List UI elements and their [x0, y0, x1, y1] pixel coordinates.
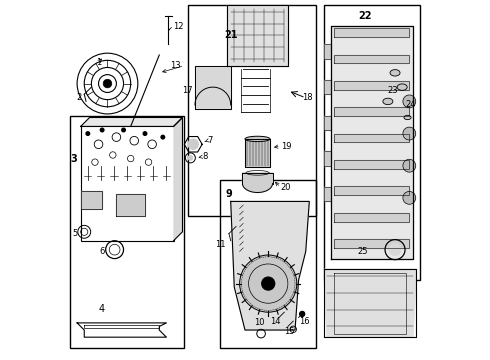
- Circle shape: [103, 79, 112, 88]
- Text: 2: 2: [76, 93, 81, 102]
- Text: 5: 5: [73, 229, 78, 238]
- Circle shape: [122, 128, 125, 132]
- Text: 11: 11: [215, 240, 225, 249]
- Circle shape: [188, 139, 199, 150]
- Circle shape: [188, 155, 193, 161]
- Polygon shape: [173, 117, 182, 241]
- Text: 4: 4: [99, 303, 105, 314]
- Text: 21: 21: [224, 30, 238, 40]
- Polygon shape: [231, 202, 309, 330]
- Polygon shape: [245, 139, 270, 167]
- Text: 22: 22: [358, 11, 371, 21]
- Text: 16: 16: [298, 316, 309, 325]
- Text: 15: 15: [284, 327, 295, 336]
- Polygon shape: [334, 186, 409, 195]
- Polygon shape: [334, 28, 409, 37]
- Circle shape: [259, 331, 264, 336]
- Circle shape: [403, 192, 416, 204]
- Bar: [220, 180, 317, 348]
- Polygon shape: [81, 117, 182, 126]
- Circle shape: [300, 311, 305, 316]
- Circle shape: [240, 255, 297, 312]
- Polygon shape: [323, 187, 331, 202]
- Text: 23: 23: [388, 86, 398, 95]
- Circle shape: [403, 159, 416, 172]
- Circle shape: [143, 132, 147, 135]
- Text: 18: 18: [302, 93, 313, 102]
- Bar: [70, 116, 184, 348]
- Polygon shape: [334, 213, 409, 221]
- Text: 19: 19: [281, 141, 291, 150]
- Circle shape: [403, 127, 416, 140]
- Text: 12: 12: [173, 22, 184, 31]
- Ellipse shape: [390, 69, 400, 76]
- Circle shape: [100, 128, 104, 132]
- Circle shape: [403, 95, 416, 108]
- Text: 8: 8: [202, 152, 207, 161]
- Circle shape: [389, 243, 401, 256]
- Text: 25: 25: [358, 247, 368, 256]
- Polygon shape: [334, 81, 409, 90]
- Text: 7: 7: [207, 136, 213, 145]
- Text: 17: 17: [183, 86, 193, 95]
- Polygon shape: [323, 152, 331, 166]
- Bar: [323, 5, 420, 280]
- Text: 9: 9: [225, 189, 232, 199]
- Ellipse shape: [404, 115, 411, 120]
- Text: 10: 10: [254, 318, 265, 327]
- Polygon shape: [323, 80, 331, 94]
- Text: 20: 20: [281, 183, 291, 192]
- Polygon shape: [195, 87, 231, 105]
- Circle shape: [86, 132, 90, 135]
- Polygon shape: [331, 26, 413, 258]
- Polygon shape: [227, 5, 288, 66]
- Polygon shape: [323, 44, 331, 59]
- Polygon shape: [323, 116, 331, 130]
- Ellipse shape: [383, 98, 393, 105]
- Circle shape: [161, 135, 165, 139]
- Polygon shape: [334, 54, 409, 63]
- Ellipse shape: [397, 84, 407, 90]
- Polygon shape: [334, 107, 409, 116]
- Text: 3: 3: [70, 154, 77, 163]
- Polygon shape: [117, 194, 145, 216]
- Bar: [188, 5, 317, 216]
- Ellipse shape: [245, 136, 270, 141]
- Text: 13: 13: [170, 61, 181, 70]
- Text: 24: 24: [406, 100, 416, 109]
- Polygon shape: [334, 134, 409, 143]
- Polygon shape: [334, 160, 409, 169]
- Text: 14: 14: [270, 316, 281, 325]
- Polygon shape: [334, 239, 409, 248]
- Text: 6: 6: [99, 247, 105, 256]
- Polygon shape: [323, 269, 416, 337]
- Polygon shape: [195, 66, 231, 109]
- Text: 1: 1: [96, 58, 101, 67]
- Polygon shape: [243, 173, 272, 193]
- Circle shape: [261, 276, 275, 291]
- Polygon shape: [81, 191, 102, 208]
